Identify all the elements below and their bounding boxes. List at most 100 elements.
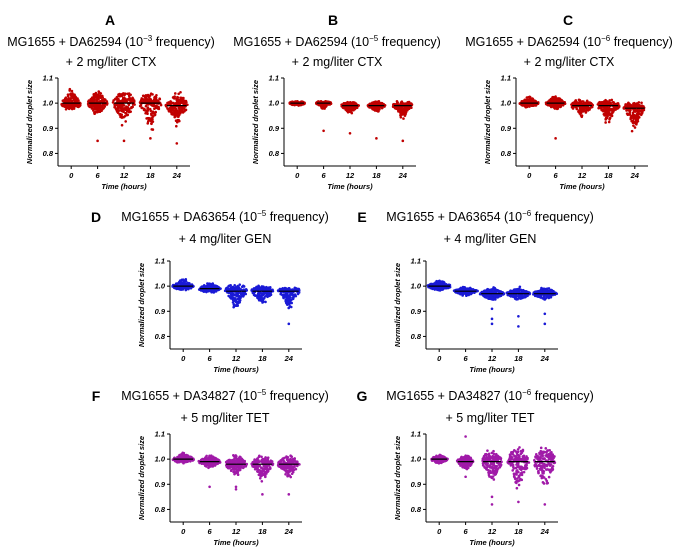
data-point xyxy=(261,298,264,302)
data-point xyxy=(94,95,98,99)
data-point xyxy=(437,279,440,283)
data-point xyxy=(429,286,432,290)
data-point xyxy=(511,295,515,298)
data-point xyxy=(71,104,75,108)
data-point xyxy=(70,89,74,93)
panel-title: MG1655 + DA62594 (10−5 frequency) xyxy=(226,34,448,49)
data-point xyxy=(223,289,227,293)
data-point xyxy=(635,121,638,125)
x-tick-label: 6 xyxy=(322,171,327,180)
y-tick-label: 0.9 xyxy=(155,307,166,316)
outlier-point xyxy=(149,137,152,140)
data-point xyxy=(624,103,627,106)
data-point xyxy=(158,97,161,101)
data-point xyxy=(294,293,297,297)
data-point xyxy=(410,106,413,110)
panel-title: MG1655 + DA63654 (10−5 frequency) xyxy=(110,209,340,224)
data-point xyxy=(238,283,242,286)
data-point xyxy=(285,292,288,296)
data-point xyxy=(626,108,629,112)
outlier-point xyxy=(348,132,352,135)
data-point xyxy=(242,288,245,292)
data-point xyxy=(602,101,605,104)
x-tick-label: 24 xyxy=(398,171,408,180)
data-point xyxy=(181,278,185,281)
data-point xyxy=(494,298,497,301)
data-point xyxy=(256,465,260,469)
x-tick-label: 0 xyxy=(69,171,74,180)
data-point xyxy=(629,108,632,112)
data-point xyxy=(133,103,136,106)
panel-letter: E xyxy=(357,209,367,225)
data-point xyxy=(256,470,259,473)
data-point xyxy=(517,295,520,299)
panel-letter: B xyxy=(327,12,339,28)
data-point xyxy=(184,99,188,103)
data-point xyxy=(257,298,261,302)
data-point xyxy=(343,102,347,105)
data-point xyxy=(473,291,476,295)
panel-title-suffix: frequency) xyxy=(152,35,215,50)
data-point xyxy=(381,102,385,106)
data-point xyxy=(181,111,185,114)
data-point xyxy=(271,462,275,466)
data-point xyxy=(239,461,243,464)
outlier-point xyxy=(490,307,494,311)
data-point xyxy=(376,101,379,105)
data-point xyxy=(268,288,271,291)
data-point xyxy=(116,110,120,114)
data-point xyxy=(157,107,161,111)
data-point xyxy=(236,291,240,294)
data-cluster xyxy=(86,90,109,143)
data-point xyxy=(346,103,349,106)
data-cluster xyxy=(250,284,275,304)
data-point xyxy=(229,284,232,287)
data-point xyxy=(142,98,145,101)
data-point xyxy=(323,107,326,110)
panel-title-prefix: MG1655 + DA62594 (10 xyxy=(7,35,144,50)
data-point xyxy=(243,292,247,295)
data-point xyxy=(174,119,178,123)
data-cluster xyxy=(138,92,163,140)
data-point xyxy=(611,111,614,115)
data-point xyxy=(401,112,404,116)
data-point xyxy=(588,108,591,111)
data-point xyxy=(167,109,171,112)
data-point xyxy=(237,294,241,298)
data-point xyxy=(399,116,403,119)
data-point xyxy=(151,128,155,131)
data-point xyxy=(637,116,641,119)
data-point xyxy=(550,97,554,100)
data-point xyxy=(293,465,296,469)
data-point xyxy=(152,104,155,108)
data-point xyxy=(95,103,98,107)
data-point xyxy=(228,466,231,470)
y-tick-label: 0.9 xyxy=(43,124,54,133)
data-point xyxy=(269,467,272,470)
data-point xyxy=(125,113,129,117)
data-point xyxy=(153,99,156,103)
data-point xyxy=(258,454,261,458)
data-point xyxy=(234,304,237,307)
data-point xyxy=(232,453,235,457)
x-tick-label: 18 xyxy=(258,527,267,536)
data-point xyxy=(177,92,180,96)
y-tick-label: 0.8 xyxy=(269,149,280,158)
data-point xyxy=(636,108,639,111)
data-point xyxy=(262,465,266,468)
data-point xyxy=(560,100,564,104)
data-point xyxy=(326,100,329,104)
data-point xyxy=(596,103,600,106)
data-point xyxy=(128,110,132,114)
panel-subtitle: + 2 mg/liter CTX xyxy=(523,55,615,69)
x-tick-label: 6 xyxy=(96,171,101,180)
data-point xyxy=(149,97,152,101)
x-tick-label: 12 xyxy=(346,171,355,180)
data-point xyxy=(542,297,545,300)
panel-letter: F xyxy=(91,388,101,404)
data-point xyxy=(229,291,233,295)
data-point xyxy=(480,290,484,294)
y-axis-label: Normalized droplet size xyxy=(251,80,260,164)
